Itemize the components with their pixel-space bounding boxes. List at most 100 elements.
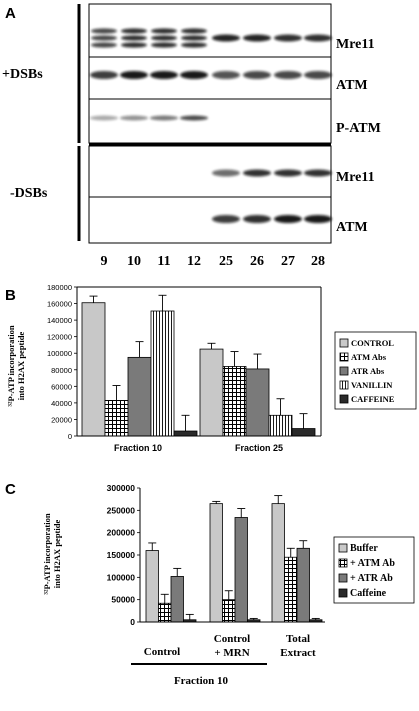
lane-number: 26 (250, 254, 264, 269)
blot-band (243, 215, 271, 223)
row-label-atm-nodsbs: ATM (336, 220, 368, 235)
blot-band (243, 71, 271, 79)
legend-label: ATM Abs (351, 352, 387, 362)
lane-number: 11 (157, 254, 170, 269)
y-tick-label: 40000 (51, 399, 72, 408)
blot-band (120, 71, 148, 79)
bar (150, 310, 175, 437)
lane-number: 27 (281, 254, 295, 269)
chart-c-group-label-1b: + MRN (214, 647, 249, 659)
bar (271, 503, 285, 623)
chart-c-ylabel-line1: ³²P-ATP incorporation (42, 513, 52, 594)
blot-band (151, 35, 177, 41)
blot-band (274, 34, 302, 42)
blot-band (150, 115, 178, 121)
blot-band (90, 71, 118, 79)
bar (296, 547, 310, 623)
chart-c-ylabel-line2: into H2AX peptide (52, 520, 62, 589)
panel-a: A +DSBs -DSBs Mre11 ATM P-ATM Mre11 ATM … (2, 3, 381, 269)
bar (234, 517, 248, 623)
chart-b: 0 20000 40000 60000 80000 100000 120000 140000 1… (47, 283, 322, 441)
bar (170, 576, 184, 623)
bar (222, 599, 236, 623)
panel-b-label: B (5, 287, 16, 304)
blot-band (181, 42, 207, 48)
y-tick-label: 250000 (107, 505, 136, 515)
bar (81, 302, 106, 437)
panel-c: C ³²P-ATP incorporation into H2AX peptid… (5, 481, 415, 687)
lane-number: 9 (101, 254, 108, 269)
y-tick-label: 100000 (47, 349, 72, 358)
lane-number: 12 (187, 254, 201, 269)
y-tick-label: 150000 (107, 550, 136, 560)
legend-swatch (338, 588, 348, 598)
blot-band (121, 28, 147, 34)
y-tick-label: 0 (68, 432, 72, 441)
blot-band (243, 169, 271, 177)
blot-band (243, 34, 271, 42)
blot-band (181, 28, 207, 34)
y-tick-label: 50000 (111, 595, 135, 605)
chart-b-ylabel-line2: into H2AX peptide (16, 332, 26, 401)
blot-band (212, 34, 240, 42)
chart-c-legend: Buffer + ATM Ab + ATR Ab Caffeine (333, 536, 415, 604)
blot-band (181, 35, 207, 41)
blot-band (91, 28, 117, 34)
y-tick-label: 120000 (47, 333, 72, 342)
row-label-mre11-nodsbs: Mre11 (336, 170, 375, 185)
bar (173, 430, 198, 437)
blot-band (91, 42, 117, 48)
chart-c-bottom-label: Fraction 10 (174, 675, 229, 687)
bar (245, 368, 270, 437)
bar (284, 556, 298, 623)
blot-band (91, 35, 117, 41)
blot-band (212, 169, 240, 177)
blot-band (90, 115, 118, 121)
blot-band (274, 71, 302, 79)
blot-band (304, 169, 332, 177)
legend-swatch (339, 366, 349, 376)
chart-b-legend: CONTROL ATM Abs ATR Abs VANILLIN CAFFEINE (334, 331, 417, 410)
blot-band (150, 71, 178, 79)
panel-b: B ³²P-ATP incorporation into H2AX peptid… (5, 283, 417, 453)
y-tick-label: 200000 (107, 528, 136, 538)
legend-label: + ATR Ab (350, 573, 393, 584)
y-tick-label: 300000 (107, 483, 136, 493)
bar (209, 503, 223, 623)
bar (158, 602, 172, 623)
y-tick-label: 0 (130, 617, 135, 627)
blot-band (212, 215, 240, 223)
bar (145, 550, 159, 623)
bar (127, 356, 152, 437)
legend-label: Buffer (350, 543, 378, 554)
legend-label: CONTROL (351, 338, 394, 348)
chart-c-group-label-0: Control (144, 646, 180, 658)
row-label-patm-dsbs: P-ATM (336, 121, 381, 136)
panel-a-label: A (5, 5, 16, 22)
legend-label: + ATM Ab (350, 558, 395, 569)
bar (104, 400, 129, 437)
chart-c: 0 50000 100000 150000 200000 250000 300000 (107, 483, 325, 627)
blot-band (304, 34, 332, 42)
y-tick-label: 60000 (51, 382, 72, 391)
row-label-mre11-dsbs: Mre11 (336, 37, 375, 52)
bar (268, 414, 293, 437)
blot-bands (90, 28, 332, 223)
blot-band (151, 28, 177, 34)
blot-band (274, 169, 302, 177)
chart-b-xlabel-0: Fraction 10 (114, 443, 162, 453)
legend-label: Caffeine (350, 588, 387, 599)
blot-band (180, 115, 208, 121)
lane-number: 28 (311, 254, 325, 269)
blot-band (304, 71, 332, 79)
legend-swatch (338, 558, 348, 568)
blot-band (212, 71, 240, 79)
chart-b-xlabel-1: Fraction 25 (235, 443, 283, 453)
lane-number: 25 (219, 254, 233, 269)
legend-label: CAFFEINE (351, 394, 395, 404)
legend-swatch (338, 573, 348, 583)
y-tick-label: 180000 (47, 283, 72, 292)
y-tick-label: 160000 (47, 300, 72, 309)
panel-c-label: C (5, 481, 16, 498)
